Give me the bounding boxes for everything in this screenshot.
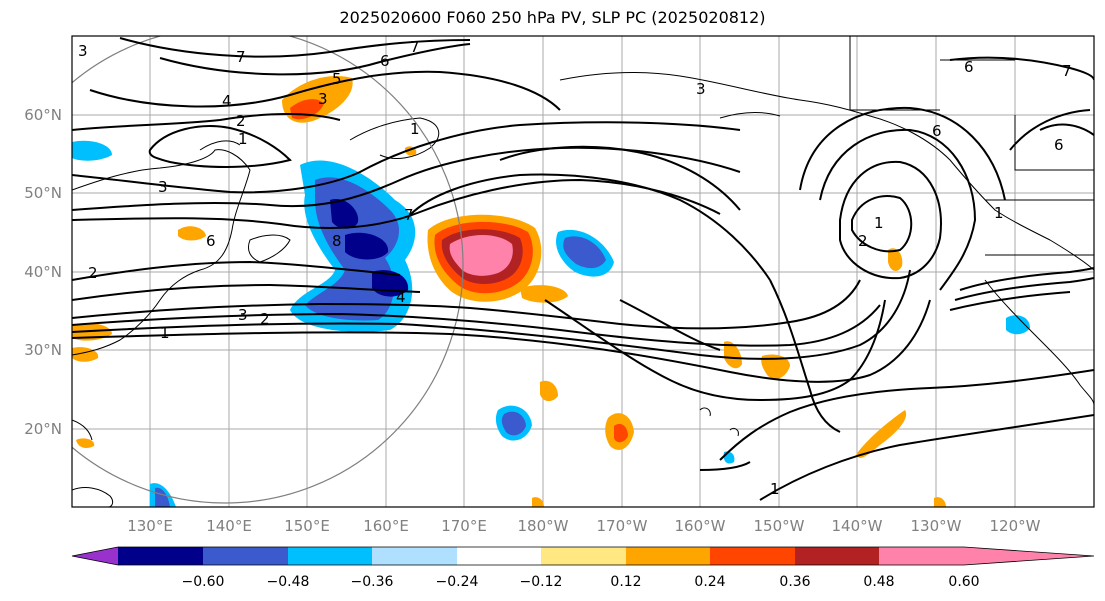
lon-label: 160°W <box>675 517 726 535</box>
contour-label: 3 <box>318 90 328 108</box>
lon-label: 140°E <box>206 517 252 535</box>
lat-label: 50°N <box>24 184 62 202</box>
colorbar-segment <box>118 547 203 565</box>
contour-label: 1 <box>994 204 1004 222</box>
colorbar-segment <box>879 547 964 565</box>
lat-label: 40°N <box>24 263 62 281</box>
contour-label: 3 <box>696 80 706 98</box>
contour-label: 3 <box>238 306 248 324</box>
map-frame <box>71 35 1095 508</box>
lon-label: 160°E <box>363 517 409 535</box>
lon-label: 130°W <box>911 517 962 535</box>
lon-label: 150°E <box>284 517 330 535</box>
contour-label: 1 <box>874 214 884 232</box>
coastlines <box>72 72 1094 507</box>
lat-label: 30°N <box>24 341 62 359</box>
lon-label: 150°W <box>754 517 805 535</box>
lon-label: 170°E <box>441 517 487 535</box>
colorbar-tick-label: 0.36 <box>779 574 810 590</box>
colorbar-tick-label: −0.12 <box>520 574 563 590</box>
lat-label: 60°N <box>24 106 62 124</box>
lon-label: 180°W <box>518 517 569 535</box>
contour-label: 5 <box>332 70 342 88</box>
contour-label: 7 <box>410 38 420 56</box>
lon-label: 130°E <box>127 517 173 535</box>
contour-label: 7 <box>1062 62 1072 80</box>
colorbar-tick-label: −0.36 <box>351 574 394 590</box>
graticule <box>72 36 1094 507</box>
colorbar-segment <box>203 547 288 565</box>
contour-label: 7 <box>236 48 246 66</box>
colorbar-tick-label: −0.60 <box>182 574 225 590</box>
colorbar-tick-label: 0.60 <box>948 574 979 590</box>
colorbar-segment <box>457 547 541 565</box>
reference-circle <box>72 36 464 504</box>
colorbar-segment <box>710 547 795 565</box>
contour-label: 7 <box>404 206 414 224</box>
contour-label: 8 <box>332 232 342 250</box>
contour-label: 2 <box>236 112 246 130</box>
contour-label: 2 <box>260 310 270 328</box>
contour-label: 1 <box>160 324 170 342</box>
map-title: 2025020600 F060 250 hPa PV, SLP PC (2025… <box>339 8 766 27</box>
colorbar-over-triangle <box>964 547 1094 565</box>
latitude-labels: 60°N 50°N 40°N 30°N 20°N <box>24 106 62 438</box>
colorbar-under-triangle <box>72 547 118 565</box>
contour-label: 3 <box>78 42 88 60</box>
longitude-labels: 130°E 140°E 150°E 160°E 170°E 180°W 170°… <box>127 517 1040 535</box>
contour-label: 4 <box>396 288 406 306</box>
contour-label: 1 <box>770 480 780 498</box>
colorbar-tick-label: −0.48 <box>267 574 310 590</box>
contour-label-group: 7 6 7 4 3 2 1 3 5 3 1 6 7 8 4 3 2 1 6 1 … <box>78 38 1072 498</box>
colorbar-segment <box>372 547 457 565</box>
contour-label: 3 <box>158 178 168 196</box>
contour-label: 4 <box>222 92 232 110</box>
colorbar-segment <box>795 547 879 565</box>
colorbar-tick-label: −0.24 <box>436 574 479 590</box>
contour-label: 6 <box>380 52 390 70</box>
contour-label: 6 <box>964 58 974 76</box>
contour-label: 2 <box>88 264 98 282</box>
lon-label: 170°W <box>597 517 648 535</box>
colorbar-tick-label: 0.24 <box>694 574 725 590</box>
slp-contours <box>72 37 1094 501</box>
colorbar: −0.60 −0.48 −0.36 −0.24 −0.12 0.12 0.24 … <box>71 546 1095 590</box>
colorbar-segment <box>626 547 710 565</box>
lat-label: 20°N <box>24 420 62 438</box>
colorbar-tick-label: 0.12 <box>610 574 641 590</box>
pv-shading <box>72 76 1030 507</box>
colorbar-segment <box>541 547 626 565</box>
contour-label: 6 <box>206 232 216 250</box>
colorbar-outline <box>71 546 1095 566</box>
contour-label: 1 <box>410 120 420 138</box>
contour-label: 6 <box>1054 136 1064 154</box>
lon-label: 120°W <box>990 517 1041 535</box>
lon-label: 140°W <box>832 517 883 535</box>
contour-label: 6 <box>932 122 942 140</box>
contour-label: 1 <box>238 130 248 148</box>
colorbar-tick-label: 0.48 <box>863 574 894 590</box>
colorbar-segment <box>288 547 372 565</box>
contour-label: 2 <box>858 232 868 250</box>
